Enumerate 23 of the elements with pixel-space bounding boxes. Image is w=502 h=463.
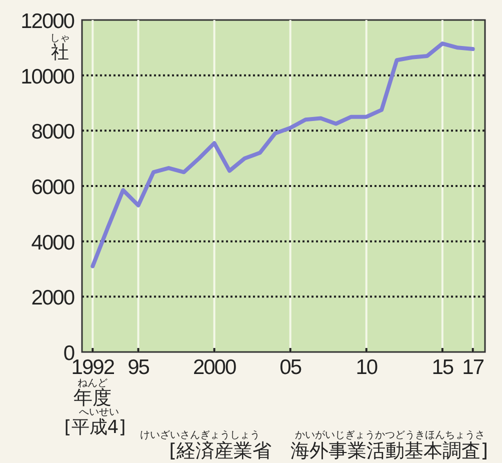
x-axis-title: 年度 xyxy=(74,387,112,409)
y-axis-title: 社 xyxy=(51,42,69,63)
y-tick-label: 2000 xyxy=(31,286,74,310)
text: かいがいじぎょうかつどうきほんちょうさ xyxy=(295,430,485,441)
text: しゃ xyxy=(50,33,70,44)
y-tick-label: 4000 xyxy=(31,231,74,254)
x-tick-label: 10 xyxy=(356,356,378,379)
y-tick-label: 10000 xyxy=(20,65,74,88)
y-tick-label: 12000 xyxy=(20,10,74,33)
y-tick-label: 6000 xyxy=(31,176,74,199)
x-tick-label: 2000 xyxy=(192,356,236,379)
x-tick-label: 15 xyxy=(432,356,454,379)
text: ねんど xyxy=(78,378,108,389)
line-series xyxy=(90,42,475,268)
text: へいせい xyxy=(79,407,119,418)
text: [経済産業省 海外事業活動基本調査] xyxy=(169,440,488,462)
x-tick-label: 17 xyxy=(462,356,484,379)
y-tick-label: 8000 xyxy=(31,120,74,144)
y-tick-label: 0 xyxy=(63,342,74,365)
x-tick-label: 05 xyxy=(280,356,302,379)
text: けいざいさんぎょうしょう xyxy=(140,430,260,441)
text: [平成4] xyxy=(64,417,126,438)
x-tick-label: 95 xyxy=(128,356,150,379)
